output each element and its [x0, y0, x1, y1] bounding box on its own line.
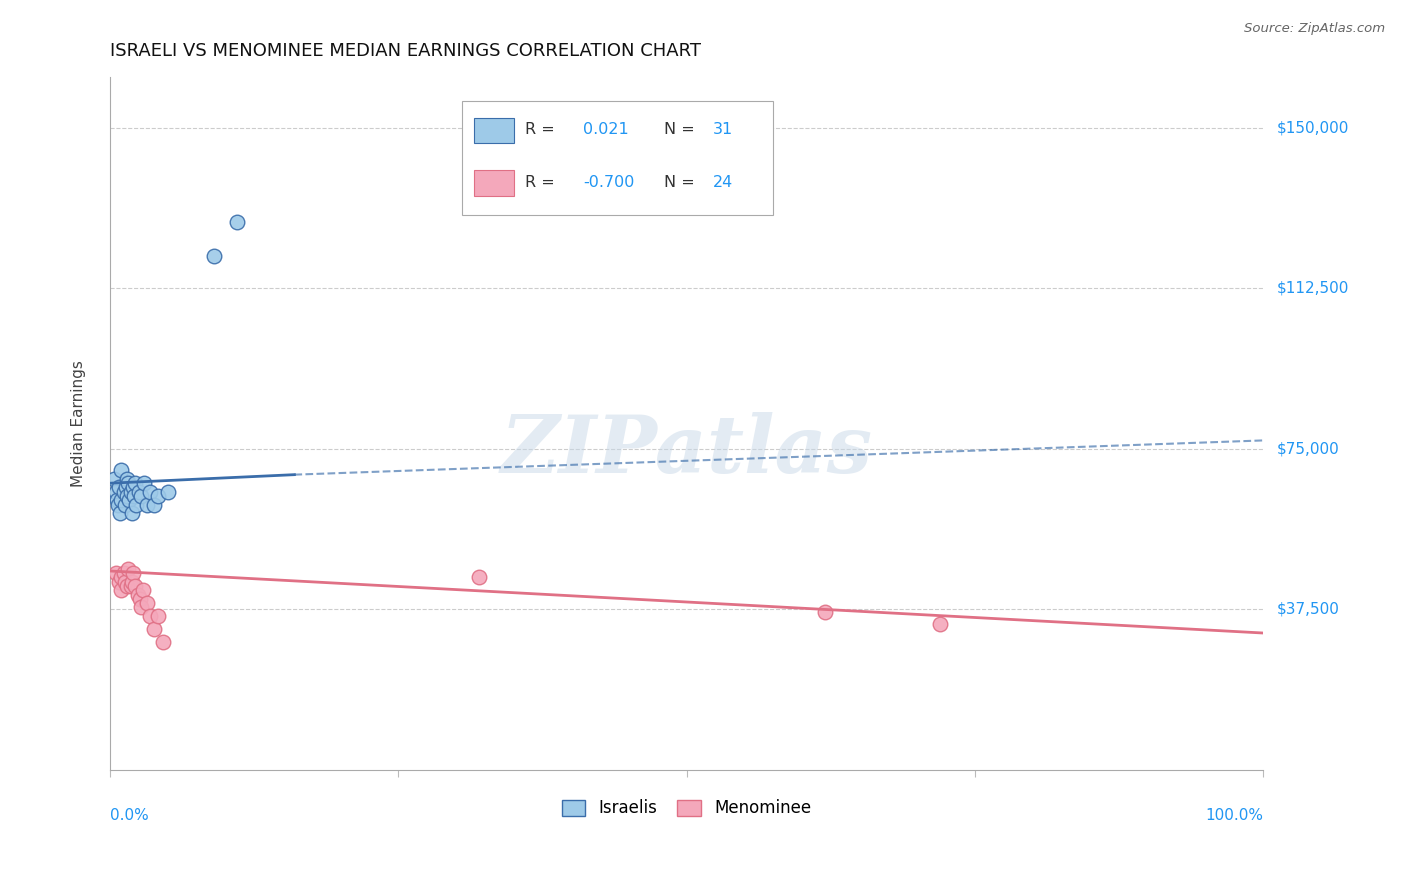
Point: [103, 472, 125, 486]
Legend: Israelis, Menominee: Israelis, Menominee: [555, 793, 818, 824]
Text: Source: ZipAtlas.com: Source: ZipAtlas.com: [1244, 22, 1385, 36]
Point: [104, 566, 127, 580]
Point: [114, 574, 136, 589]
Point: [132, 583, 155, 598]
Text: R =: R =: [524, 122, 555, 137]
Point: [115, 579, 138, 593]
Point: [108, 574, 131, 589]
Text: ZIPatlas: ZIPatlas: [501, 412, 873, 490]
Text: 0.021: 0.021: [583, 122, 628, 137]
Point: [117, 476, 139, 491]
Point: [110, 493, 132, 508]
Text: $75,000: $75,000: [1277, 442, 1340, 457]
Point: [148, 608, 170, 623]
Point: [128, 591, 150, 606]
Point: [225, 215, 247, 229]
Point: [929, 617, 952, 632]
FancyBboxPatch shape: [474, 170, 513, 196]
Text: ISRAELI VS MENOMINEE MEDIAN EARNINGS CORRELATION CHART: ISRAELI VS MENOMINEE MEDIAN EARNINGS COR…: [110, 42, 700, 60]
Point: [115, 489, 138, 503]
Point: [135, 498, 157, 512]
Point: [120, 579, 142, 593]
Text: 31: 31: [713, 122, 734, 137]
Text: $112,500: $112,500: [1277, 281, 1350, 296]
Text: 100.0%: 100.0%: [1205, 808, 1264, 823]
Point: [139, 484, 162, 499]
Point: [127, 587, 149, 601]
Point: [110, 506, 132, 520]
Point: [139, 608, 162, 623]
Point: [112, 566, 135, 580]
Point: [105, 493, 128, 508]
Text: $150,000: $150,000: [1277, 120, 1350, 136]
Point: [110, 583, 132, 598]
Point: [115, 472, 138, 486]
Point: [104, 484, 127, 499]
Point: [142, 622, 165, 636]
Point: [107, 498, 129, 512]
Point: [148, 489, 170, 503]
Text: 0.0%: 0.0%: [110, 808, 149, 823]
Point: [129, 489, 152, 503]
Point: [124, 579, 146, 593]
Point: [122, 481, 145, 495]
Y-axis label: Median Earnings: Median Earnings: [72, 359, 86, 487]
FancyBboxPatch shape: [474, 118, 513, 143]
Point: [125, 498, 148, 512]
Point: [115, 481, 138, 495]
Point: [124, 476, 146, 491]
Point: [152, 634, 174, 648]
Text: N =: N =: [664, 122, 695, 137]
Point: [120, 484, 142, 499]
Point: [142, 498, 165, 512]
Point: [814, 605, 837, 619]
Point: [128, 484, 150, 499]
Point: [202, 249, 225, 263]
Point: [135, 596, 157, 610]
Point: [108, 481, 131, 495]
Text: 24: 24: [713, 175, 734, 190]
Point: [134, 476, 156, 491]
Point: [121, 506, 143, 520]
Point: [121, 574, 143, 589]
Point: [468, 570, 491, 584]
Point: [110, 463, 132, 477]
Text: N =: N =: [664, 175, 695, 190]
Text: R =: R =: [524, 175, 555, 190]
Point: [114, 498, 136, 512]
Point: [129, 600, 152, 615]
Point: [156, 484, 179, 499]
Point: [122, 489, 145, 503]
Text: -0.700: -0.700: [583, 175, 634, 190]
Point: [118, 493, 141, 508]
Point: [110, 570, 132, 584]
Text: $37,500: $37,500: [1277, 602, 1340, 617]
Point: [112, 484, 135, 499]
FancyBboxPatch shape: [461, 101, 773, 215]
Point: [122, 566, 145, 580]
Point: [117, 562, 139, 576]
